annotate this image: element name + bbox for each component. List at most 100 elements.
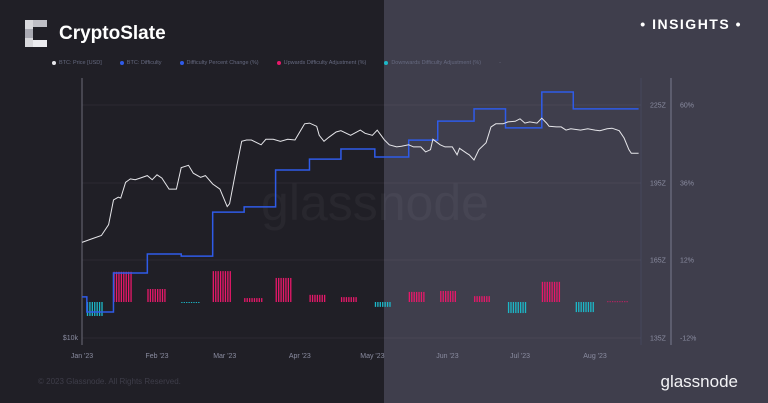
upward-adjustment-bar (609, 301, 611, 303)
upward-adjustment-bar (476, 296, 478, 302)
upward-adjustment-bar (319, 294, 321, 302)
legend-dot (52, 61, 56, 65)
cryptoslate-mark-icon (25, 20, 47, 47)
upward-adjustment-bar (551, 281, 553, 302)
downward-adjustment-bar (517, 302, 519, 314)
upward-adjustment-bar (316, 294, 319, 302)
percent-tick-label: -12% (680, 336, 696, 343)
legend-dot (179, 61, 184, 65)
downward-adjustment-bar (386, 302, 389, 307)
upward-adjustment-bar (611, 301, 614, 303)
upward-adjustment-bar (415, 291, 418, 302)
upward-adjustment-bar (549, 281, 551, 302)
copyright: © 2023 Glassnode. All Rights Reserved. (38, 377, 181, 386)
upward-adjustment-bar (147, 289, 149, 302)
difficulty-tick-label: 165Z (650, 258, 667, 265)
upward-adjustment-bar (314, 294, 316, 302)
brand-name: CryptoSlate (59, 22, 166, 44)
upward-adjustment-bar (546, 281, 548, 302)
upward-adjustment-bar (229, 271, 231, 302)
downward-adjustment-bar (89, 302, 91, 316)
upward-adjustment-bar (340, 297, 343, 302)
cryptoslate-logo: CryptoSlate (25, 20, 166, 47)
x-tick-label: Apr '23 (289, 353, 311, 360)
upward-adjustment-bar (607, 301, 609, 303)
upward-adjustment-bar (115, 271, 118, 302)
legend-item-difficulty[interactable]: BTC: Difficulty (119, 60, 162, 66)
upward-adjustment-bar (447, 290, 449, 302)
downward-adjustment-bar (510, 302, 512, 314)
watermark: glassnode (261, 175, 489, 231)
upward-adjustment-bar (621, 301, 623, 303)
downward-adjustment-bar (374, 302, 377, 307)
downward-adjustment-bar (384, 302, 386, 307)
legend-dot (384, 61, 389, 65)
upward-adjustment-bar (423, 291, 425, 302)
upward-adjustment-bar (626, 301, 628, 303)
legend-item-price[interactable]: BTC: Price [USD] (52, 60, 102, 66)
upward-adjustment-bar (486, 296, 488, 302)
legend-dot (276, 61, 281, 65)
upward-adjustment-bar (474, 296, 476, 302)
legend-label: BTC: Price [USD] (59, 60, 102, 66)
chart-legend: BTC: Price [USD] BTC: Difficulty Difficu… (52, 60, 501, 66)
downward-adjustment-bar (190, 302, 193, 303)
upward-adjustment-bar (454, 290, 456, 302)
legend-item-upward[interactable]: Upwards Difficulty Adjustment (%) (276, 60, 366, 66)
downward-adjustment-bar (507, 302, 510, 314)
downward-adjustment-bar (96, 302, 98, 316)
upward-adjustment-bar (217, 271, 219, 302)
downward-adjustment-bar (522, 302, 524, 314)
upward-adjustment-bar (311, 294, 314, 302)
upward-adjustment-bar (244, 298, 246, 302)
downward-adjustment-bar (195, 302, 198, 303)
upward-adjustment-bar (246, 298, 248, 302)
upward-adjustment-bar (442, 290, 444, 302)
upward-adjustment-bar (125, 271, 127, 302)
insights-badge: • INSIGHTS • (640, 16, 742, 32)
upward-adjustment-bar (157, 289, 159, 302)
x-tick-label: Mar '23 (213, 353, 236, 360)
legend-more[interactable]: - (499, 60, 501, 66)
downward-adjustment-bar (389, 302, 391, 307)
percent-tick-label: 36% (680, 181, 694, 188)
downward-adjustment-bar (98, 302, 101, 316)
downward-adjustment-bar (590, 302, 592, 313)
downward-adjustment-bar (382, 302, 384, 307)
legend-label: Downwards Difficulty Adjustment (%) (391, 60, 482, 66)
downward-adjustment-bar (94, 302, 96, 316)
upward-adjustment-bar (309, 294, 311, 302)
x-tick-label: Aug '23 (583, 353, 607, 360)
upward-adjustment-bar (287, 277, 289, 302)
insights-label: INSIGHTS (652, 16, 731, 32)
downward-adjustment-bar (377, 302, 379, 307)
difficulty-tick-label: 195Z (650, 181, 667, 188)
downward-adjustment-bar (587, 302, 590, 313)
upward-adjustment-bar (481, 296, 483, 302)
upward-adjustment-bar (251, 298, 253, 302)
upward-adjustment-bar (449, 290, 452, 302)
downward-adjustment-bar (592, 302, 594, 313)
legend-item-percent-change[interactable]: Difficulty Percent Change (%) (179, 60, 259, 66)
downward-adjustment-bar (578, 302, 580, 313)
upward-adjustment-bar (452, 290, 454, 302)
upward-adjustment-bar (149, 289, 152, 302)
price-tick-label: $10k (63, 335, 79, 342)
downward-adjustment-bar (520, 302, 522, 314)
upward-adjustment-bar (616, 301, 619, 303)
upward-adjustment-bar (348, 297, 350, 302)
upward-adjustment-bar (130, 271, 132, 302)
downward-adjustment-bar (183, 302, 185, 303)
upward-adjustment-bar (420, 291, 423, 302)
upward-adjustment-bar (215, 271, 217, 302)
downward-adjustment-bar (181, 302, 183, 303)
x-tick-label: Jan '23 (71, 353, 93, 360)
upward-adjustment-bar (290, 277, 292, 302)
x-tick-label: Jun '23 (436, 353, 458, 360)
legend-item-downward[interactable]: Downwards Difficulty Adjustment (%) (384, 60, 481, 66)
upward-adjustment-bar (154, 289, 156, 302)
upward-adjustment-bar (224, 271, 227, 302)
upward-adjustment-bar (440, 290, 442, 302)
upward-adjustment-bar (614, 301, 616, 303)
upward-adjustment-bar (282, 277, 285, 302)
